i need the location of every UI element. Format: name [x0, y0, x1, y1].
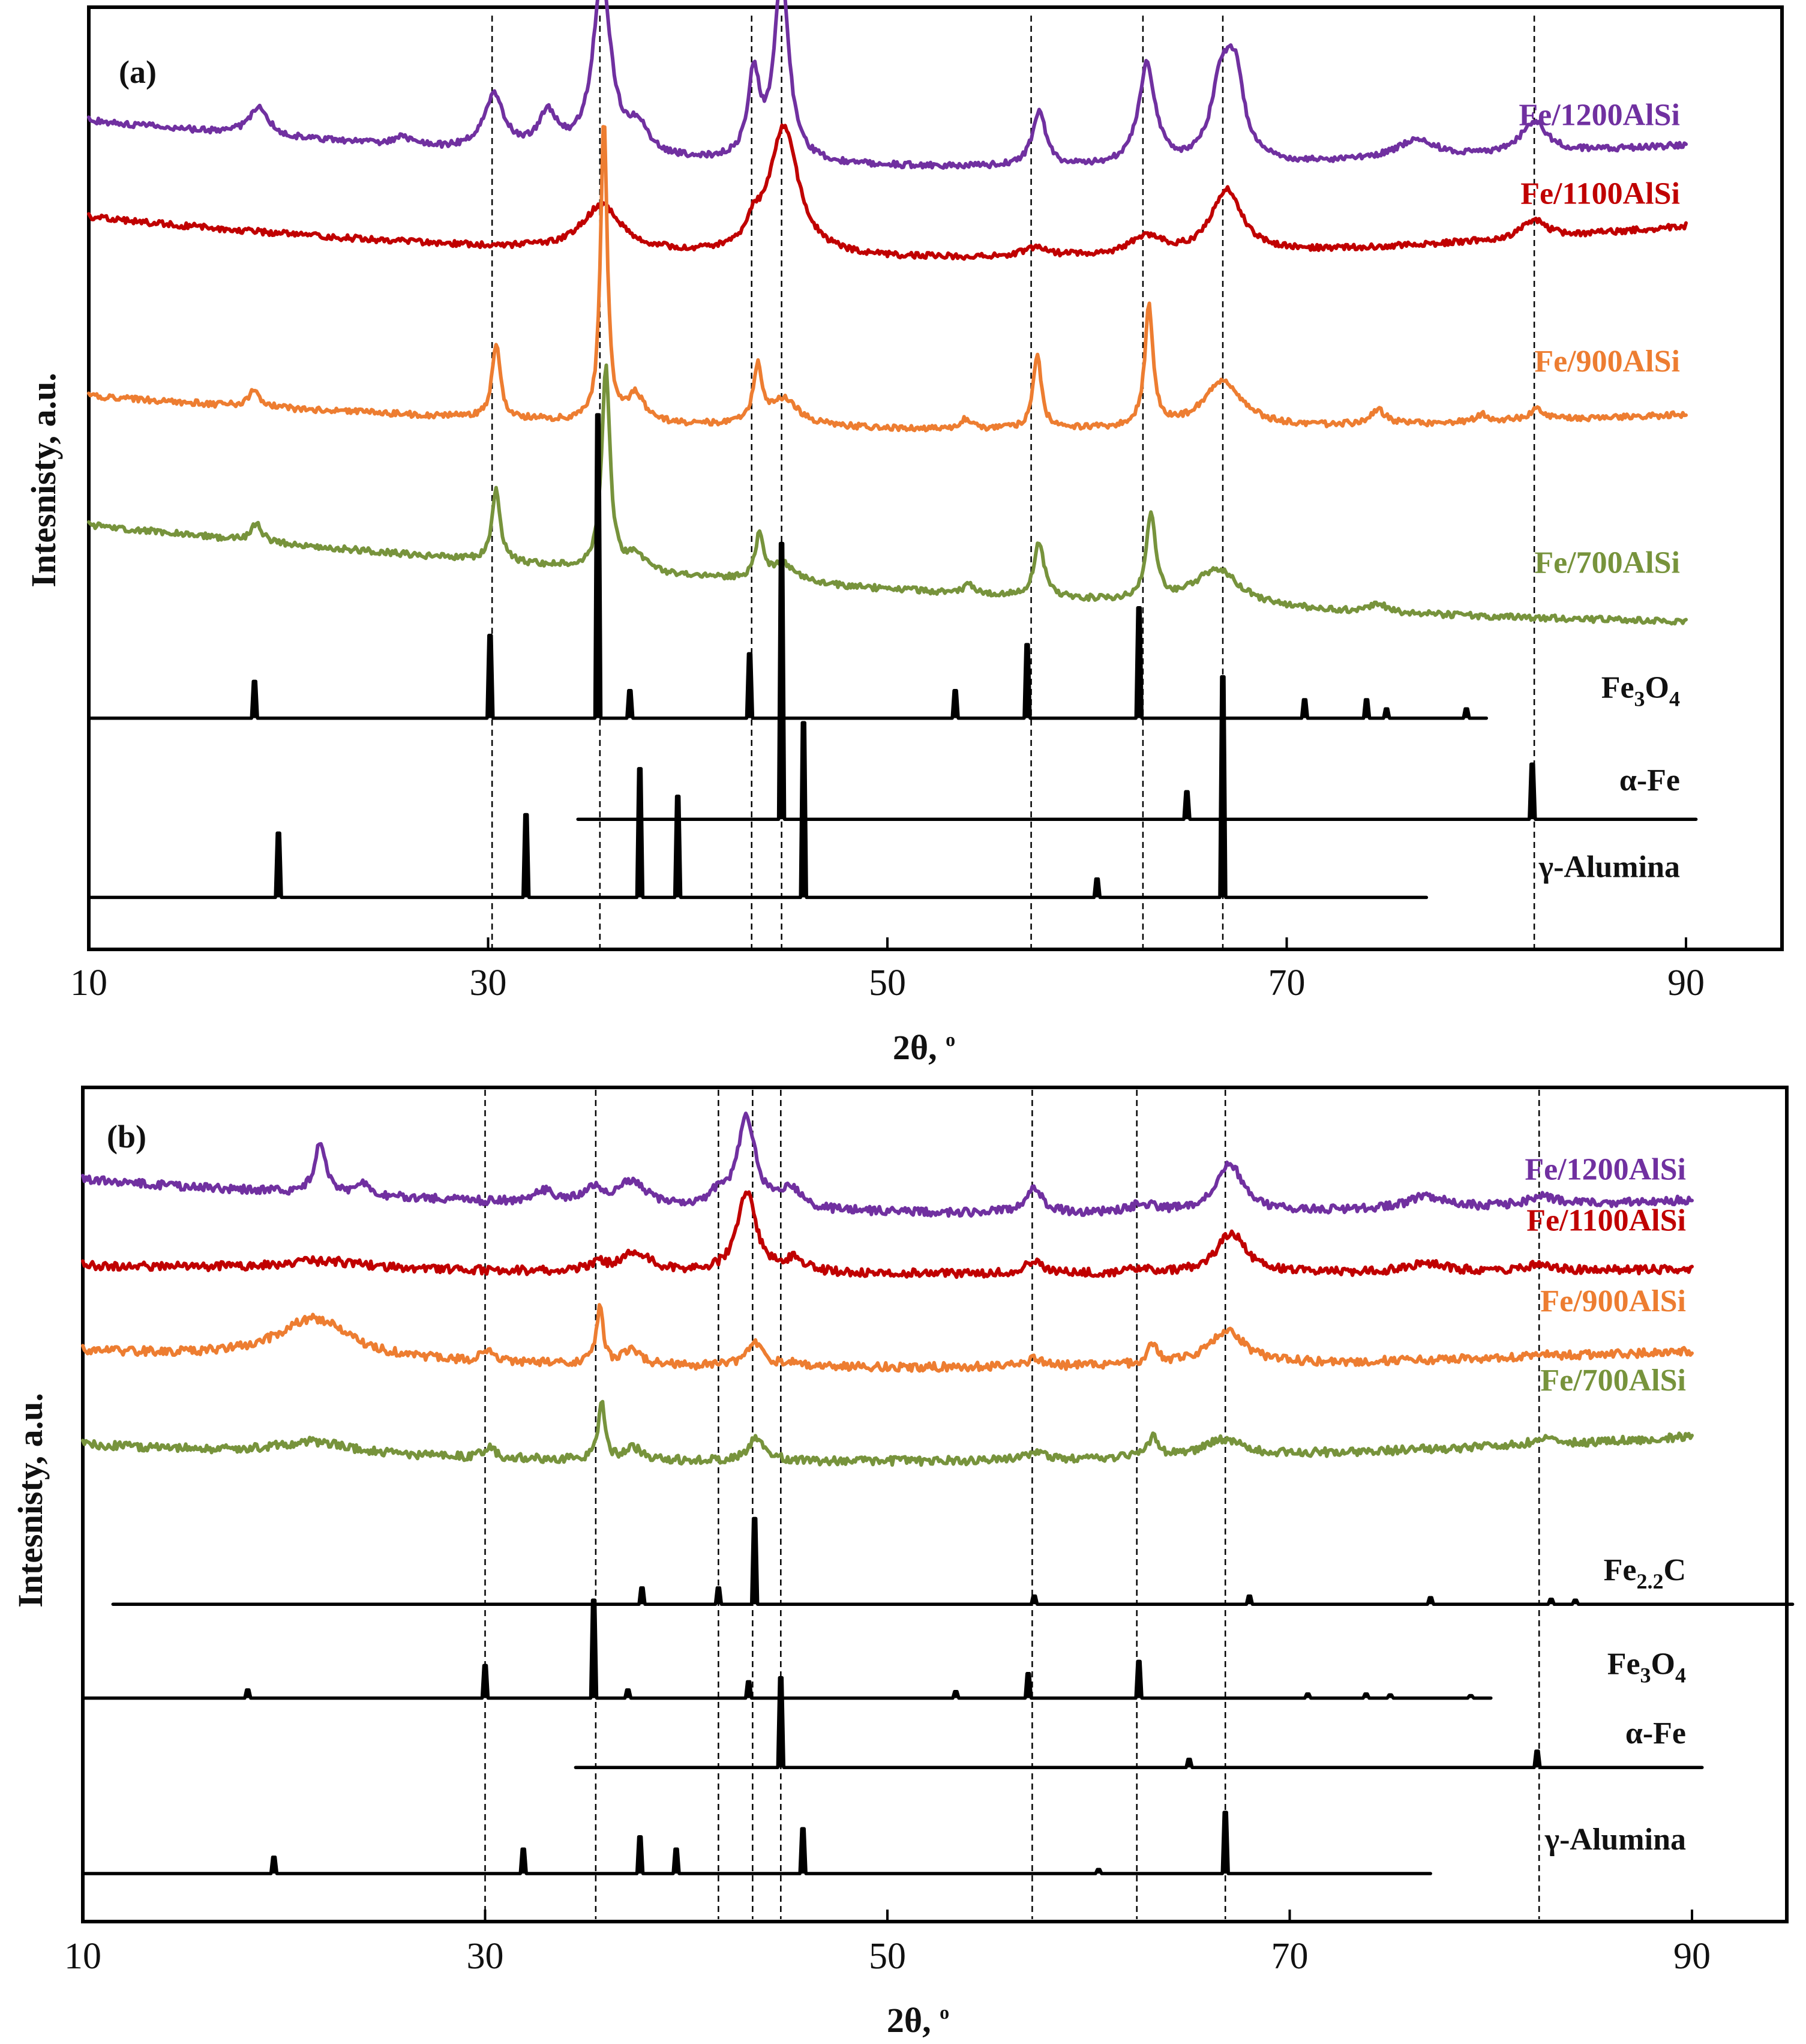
label-fe-1100alsi: Fe/1100AlSi — [1520, 177, 1680, 211]
label-fe3o4: Fe3O4 — [1607, 1647, 1686, 1688]
panel-b-reference-lines — [484, 1090, 1540, 1919]
panel-a-tag: (a) — [119, 54, 157, 90]
label-alumina: γ-Alumina — [1538, 850, 1680, 884]
pattern-fe-1200alsi — [81, 1111, 1694, 1218]
label-fe-700alsi: Fe/700AlSi — [1540, 1363, 1686, 1398]
pattern-fe-700alsi — [81, 1399, 1694, 1467]
reference-pattern-alumina — [81, 1811, 1432, 1875]
pattern-fe-1200alsi — [87, 0, 1688, 170]
pattern-fe-1100alsi — [81, 1190, 1694, 1279]
label-fe-1200alsi: Fe/1200AlSi — [1519, 98, 1680, 132]
panel-b-frame — [81, 1086, 1789, 1923]
x-tick-label-50: 50 — [869, 963, 906, 1003]
panel-a-x-axis: 10 30 50 70 90 — [70, 937, 1705, 1003]
panel-b-x-axis: 10 30 50 70 90 — [64, 1910, 1711, 1977]
x-tick-label-90: 90 — [1667, 963, 1705, 1003]
panel-a-xrd-chart: Fe/1200AlSi Fe/1100AlSi Fe/900AlSi Fe/700Al… — [24, 0, 1784, 1067]
x-tick-label-30: 30 — [467, 1936, 504, 1977]
pattern-fe-900alsi — [87, 125, 1688, 433]
label-alumina: γ-Alumina — [1544, 1823, 1686, 1857]
pattern-fe-900alsi — [81, 1303, 1694, 1373]
reference-pattern-alumina — [87, 675, 1429, 900]
panel-a-pattern-labels: Fe/1200AlSi Fe/1100AlSi Fe/900AlSi Fe/700Al… — [1519, 98, 1680, 884]
reference-pattern-fe3o4 — [87, 413, 1489, 720]
x-tick-label-90: 90 — [1673, 1936, 1711, 1977]
reference-pattern-fe3o4 — [81, 1598, 1493, 1700]
x-tick-label-70: 70 — [1268, 963, 1306, 1003]
panel-a-patterns — [87, 0, 1698, 900]
reference-pattern-fe2-2c — [111, 1516, 1795, 1606]
label-fe-700alsi: Fe/700AlSi — [1534, 546, 1680, 580]
panel-b-y-axis-title: Intesnisty, a.u. — [11, 1393, 50, 1608]
label-fe-900alsi: Fe/900AlSi — [1540, 1284, 1686, 1318]
label-fe3o4: Fe3O4 — [1601, 671, 1680, 711]
pattern-fe-1100alsi — [87, 123, 1688, 261]
x-tick-label-10: 10 — [64, 1936, 101, 1977]
label-fe-900alsi: Fe/900AlSi — [1534, 344, 1680, 379]
panel-a-y-axis-title: Intesnisty, a.u. — [24, 373, 63, 588]
panel-b-x-axis-title: 2θ, o — [887, 2001, 949, 2040]
x-tick-label-30: 30 — [470, 963, 507, 1003]
panel-b-patterns — [81, 1111, 1795, 1875]
panel-b-pattern-labels: Fe/1200AlSi Fe/1100AlSi Fe/900AlSi Fe/700Al… — [1525, 1152, 1686, 1857]
panel-b-tag: (b) — [107, 1119, 146, 1155]
panel-a-frame — [87, 5, 1784, 951]
x-tick-label-10: 10 — [70, 963, 107, 1003]
label-fe-1200alsi: Fe/1200AlSi — [1525, 1152, 1686, 1186]
label-fe-1100alsi: Fe/1100AlSi — [1526, 1203, 1686, 1237]
panel-b-xrd-chart: Fe/1200AlSi Fe/1100AlSi Fe/900AlSi Fe/700Al… — [11, 1086, 1795, 2040]
label-fe: α-Fe — [1619, 763, 1680, 798]
pattern-fe-700alsi — [87, 363, 1688, 626]
x-tick-label-50: 50 — [869, 1936, 906, 1977]
label-fe2-2c: Fe2.2C — [1604, 1553, 1686, 1593]
panel-a-x-axis-title: 2θ, o — [893, 1028, 955, 1067]
x-tick-label-70: 70 — [1271, 1936, 1309, 1977]
label-fe: α-Fe — [1625, 1716, 1686, 1751]
